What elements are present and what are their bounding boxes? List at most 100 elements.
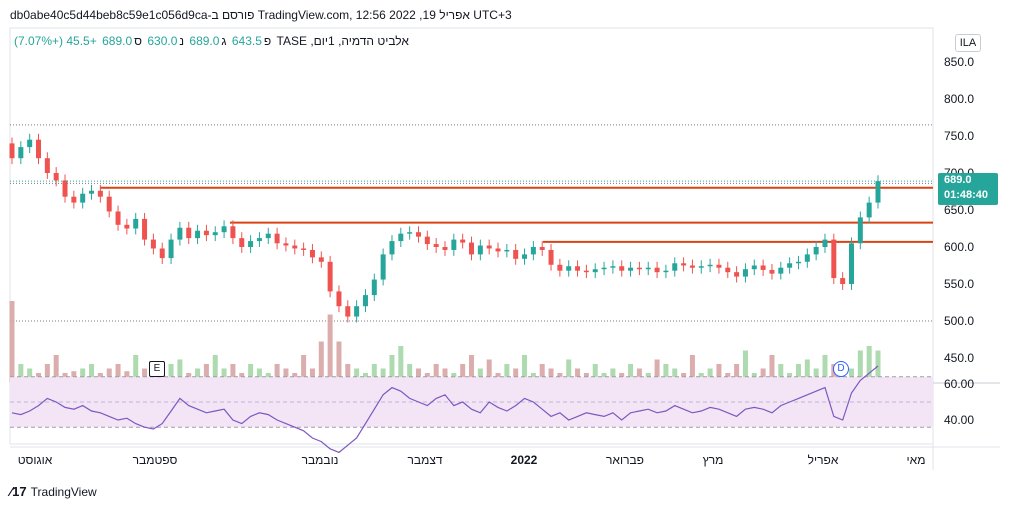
candle-body: [575, 266, 581, 271]
candle-body: [212, 232, 218, 236]
volume-bar: [592, 364, 598, 382]
volume-bar: [336, 341, 342, 382]
volume-bar: [80, 368, 86, 382]
candle-body: [203, 230, 209, 236]
candle-body: [371, 279, 377, 296]
candle-body: [283, 243, 289, 246]
candle-body: [424, 236, 430, 245]
symbol-currency-box[interactable]: ILA: [955, 34, 981, 52]
footer: ⁄17 TradingView: [10, 484, 97, 499]
volume-bar: [707, 368, 713, 382]
last-price: 689.0: [944, 174, 972, 186]
candle-body: [636, 267, 642, 270]
volume-bar: [44, 364, 50, 382]
volume-bar: [142, 368, 148, 382]
price-axis-label: 550.0: [944, 277, 974, 291]
candle-body: [80, 193, 86, 203]
candle-body: [124, 224, 130, 229]
volume-bar: [477, 368, 483, 382]
volume-bar: [124, 371, 130, 382]
volume-bar: [133, 355, 139, 382]
close-value: 689.0: [102, 34, 133, 48]
candle-body: [822, 239, 828, 247]
volume-bar: [469, 355, 475, 382]
candle-body: [716, 264, 722, 268]
volume-bar: [769, 355, 775, 382]
candle-body: [734, 272, 740, 277]
candle-body: [530, 247, 536, 255]
candle-body: [221, 226, 227, 233]
high-value: 689.0: [189, 34, 220, 48]
volume-bar: [371, 364, 377, 382]
volume-bar: [460, 364, 466, 382]
candle-body: [460, 239, 466, 243]
volume-bar: [504, 364, 510, 382]
volume-bar: [716, 364, 722, 382]
candle-body: [672, 263, 678, 271]
change-value: +45.5 (+7.07%): [14, 34, 97, 48]
volume-bar: [318, 341, 324, 382]
candle-body: [628, 267, 634, 271]
price-axis-label: 600.0: [944, 240, 974, 254]
volume-bar: [760, 368, 766, 382]
volume-bar: [389, 355, 395, 382]
volume-bar: [610, 368, 616, 382]
candle-body: [751, 265, 757, 270]
volume-bar: [522, 355, 528, 382]
candle-body: [592, 269, 598, 273]
price-axis-label: 500.0: [944, 314, 974, 328]
time-axis-label: 2022: [511, 453, 538, 467]
ohlc-legend: אלביט הדמיה, 1יום, TASE פ643.5 ג689.0 נ6…: [14, 34, 411, 48]
candle-body: [601, 267, 607, 270]
volume-bar: [212, 355, 218, 382]
volume-bar: [857, 350, 863, 382]
candle-body: [27, 139, 33, 148]
tradingview-logo-icon[interactable]: ⁄17: [10, 484, 27, 499]
candle-body: [177, 227, 183, 240]
volume-bar: [354, 368, 360, 382]
candle-body: [230, 226, 236, 239]
candle-body: [787, 263, 793, 268]
volume-bar: [27, 368, 33, 382]
volume-bar: [53, 355, 59, 382]
candle-body: [795, 261, 801, 264]
volume-bar: [795, 364, 801, 382]
candle-body: [133, 218, 139, 229]
dividend-marker-icon[interactable]: D: [833, 361, 849, 377]
candle-body: [504, 249, 510, 252]
candle-body: [53, 173, 59, 181]
candle-body: [186, 227, 192, 239]
volume-bar: [398, 346, 404, 382]
top-bar: db0abe40c5d44beb8c59e1c056d9ca-פורסם ב T…: [0, 0, 1012, 28]
candle-body: [309, 249, 315, 258]
brand-name[interactable]: TradingView: [30, 484, 97, 499]
candle-body: [336, 291, 342, 307]
volume-bar: [415, 368, 421, 382]
volume-bar: [407, 364, 413, 382]
candle-body: [292, 245, 298, 249]
volume-bar: [256, 368, 262, 382]
symbol-name[interactable]: אלביט הדמיה, 1יום, TASE: [276, 34, 409, 48]
volume-bar: [177, 359, 183, 382]
volume-bar: [742, 350, 748, 382]
earnings-marker-icon[interactable]: E: [149, 361, 165, 377]
candle-body: [248, 241, 254, 247]
candle-body: [769, 269, 775, 274]
candle-body: [150, 239, 156, 249]
candle-body: [725, 267, 731, 273]
rsi-line: [11, 365, 879, 454]
candle-body: [97, 190, 103, 197]
candle-body: [265, 233, 271, 239]
candle-body: [645, 267, 651, 270]
candle-body: [407, 232, 413, 234]
volume-bar: [301, 355, 307, 382]
candle-body: [389, 241, 395, 255]
publish-title: db0abe40c5d44beb8c59e1c056d9ca-פורסם ב T…: [10, 8, 512, 22]
open-value: 643.5: [231, 34, 262, 48]
volume-bar: [442, 368, 448, 382]
time-axis-label: פברואר: [606, 453, 644, 467]
price-axis-label: 800.0: [944, 92, 974, 106]
volume-bar: [513, 368, 519, 382]
candle-body: [318, 257, 324, 262]
